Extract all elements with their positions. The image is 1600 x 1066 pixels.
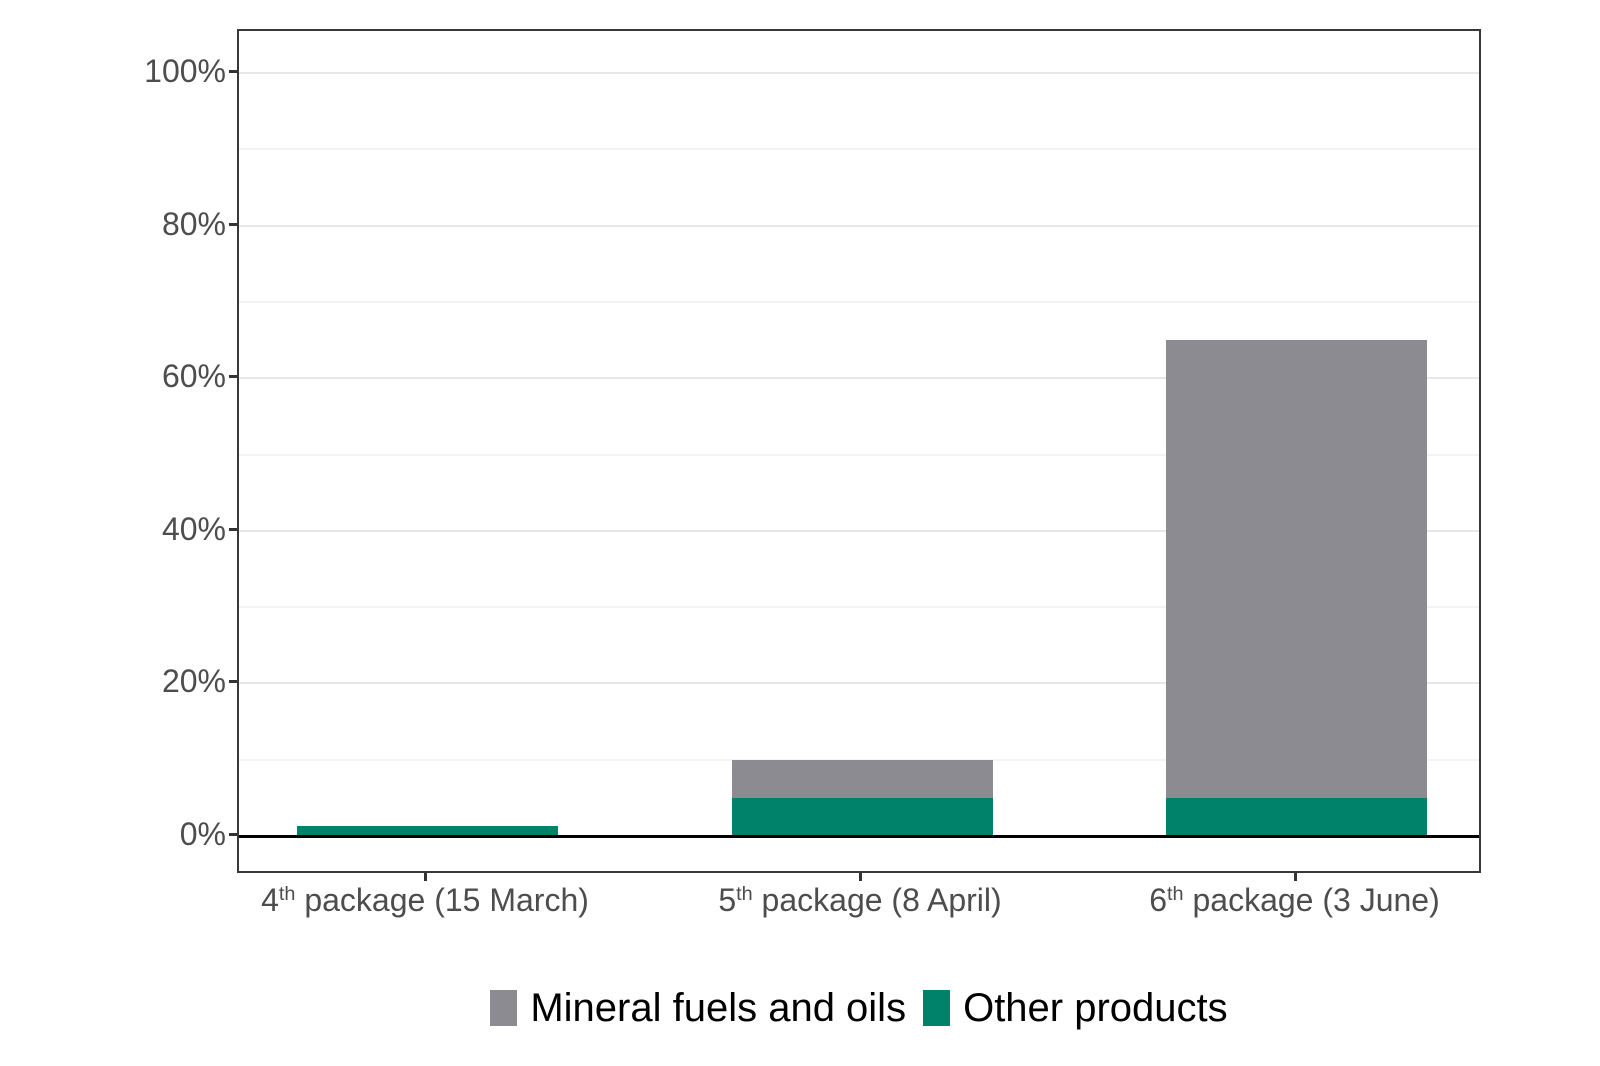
y-axis-label-100: 100% bbox=[144, 53, 226, 89]
bar-4th-package-15-march-other-products bbox=[296, 826, 558, 836]
zero-baseline bbox=[239, 835, 1479, 838]
y-axis-tick-40 bbox=[229, 527, 237, 531]
legend-swatch-mineral-fuels-and-oils bbox=[490, 990, 518, 1026]
y-axis-label-0: 0% bbox=[179, 816, 226, 852]
legend-label-mineral-fuels-and-oils: Mineral fuels and oils bbox=[530, 986, 907, 1030]
legend-item-mineral-fuels-and-oils: Mineral fuels and oils bbox=[490, 986, 906, 1030]
minor-gridline-50 bbox=[239, 453, 1479, 456]
y-axis-tick-20 bbox=[229, 680, 237, 684]
major-gridline-40 bbox=[239, 529, 1479, 532]
minor-gridline-30 bbox=[239, 606, 1479, 609]
major-gridline-20 bbox=[239, 682, 1479, 685]
x-axis-label-4th-package-15-march: 4th package (15 March) bbox=[261, 882, 589, 918]
bar-5th-package-8-april-other-products bbox=[731, 797, 993, 836]
legend-item-other-products: Other products bbox=[923, 986, 1228, 1030]
minor-gridline-70 bbox=[239, 300, 1479, 303]
y-axis-label-80: 80% bbox=[161, 205, 226, 242]
legend-swatch-other-products bbox=[923, 990, 951, 1026]
x-axis-tick-4th-package-15-march bbox=[424, 873, 427, 881]
minor-gridline-90 bbox=[239, 148, 1479, 151]
x-axis-label-5th-package-8-april: 5th package (8 April) bbox=[718, 882, 1002, 918]
y-axis-label-20: 20% bbox=[161, 663, 226, 700]
legend: Mineral fuels and oils Other products bbox=[237, 986, 1481, 1030]
x-axis-tick-6th-package-3-june bbox=[1293, 873, 1297, 881]
major-gridline-80 bbox=[239, 224, 1479, 227]
y-axis-tick-80 bbox=[229, 222, 237, 226]
plot-panel bbox=[237, 29, 1481, 873]
y-axis-label-40: 40% bbox=[161, 510, 226, 547]
major-gridline-100 bbox=[239, 72, 1479, 74]
bar-5th-package-8-april-mineral-fuels-and-oils bbox=[731, 759, 993, 798]
y-axis-label-60: 60% bbox=[161, 358, 226, 395]
legend-label-other-products: Other products bbox=[963, 986, 1228, 1030]
x-axis-label-6th-package-3-june: 6th package (3 June) bbox=[1149, 882, 1440, 918]
x-axis-tick-5th-package-8-april bbox=[859, 873, 862, 881]
major-gridline-60 bbox=[239, 377, 1479, 380]
y-axis-tick-100 bbox=[229, 70, 237, 73]
y-axis-tick-0 bbox=[229, 833, 237, 836]
bar-6th-package-3-june-other-products bbox=[1166, 797, 1427, 836]
y-axis-tick-60 bbox=[229, 375, 237, 379]
bar-6th-package-3-june-mineral-fuels-and-oils bbox=[1166, 340, 1427, 798]
